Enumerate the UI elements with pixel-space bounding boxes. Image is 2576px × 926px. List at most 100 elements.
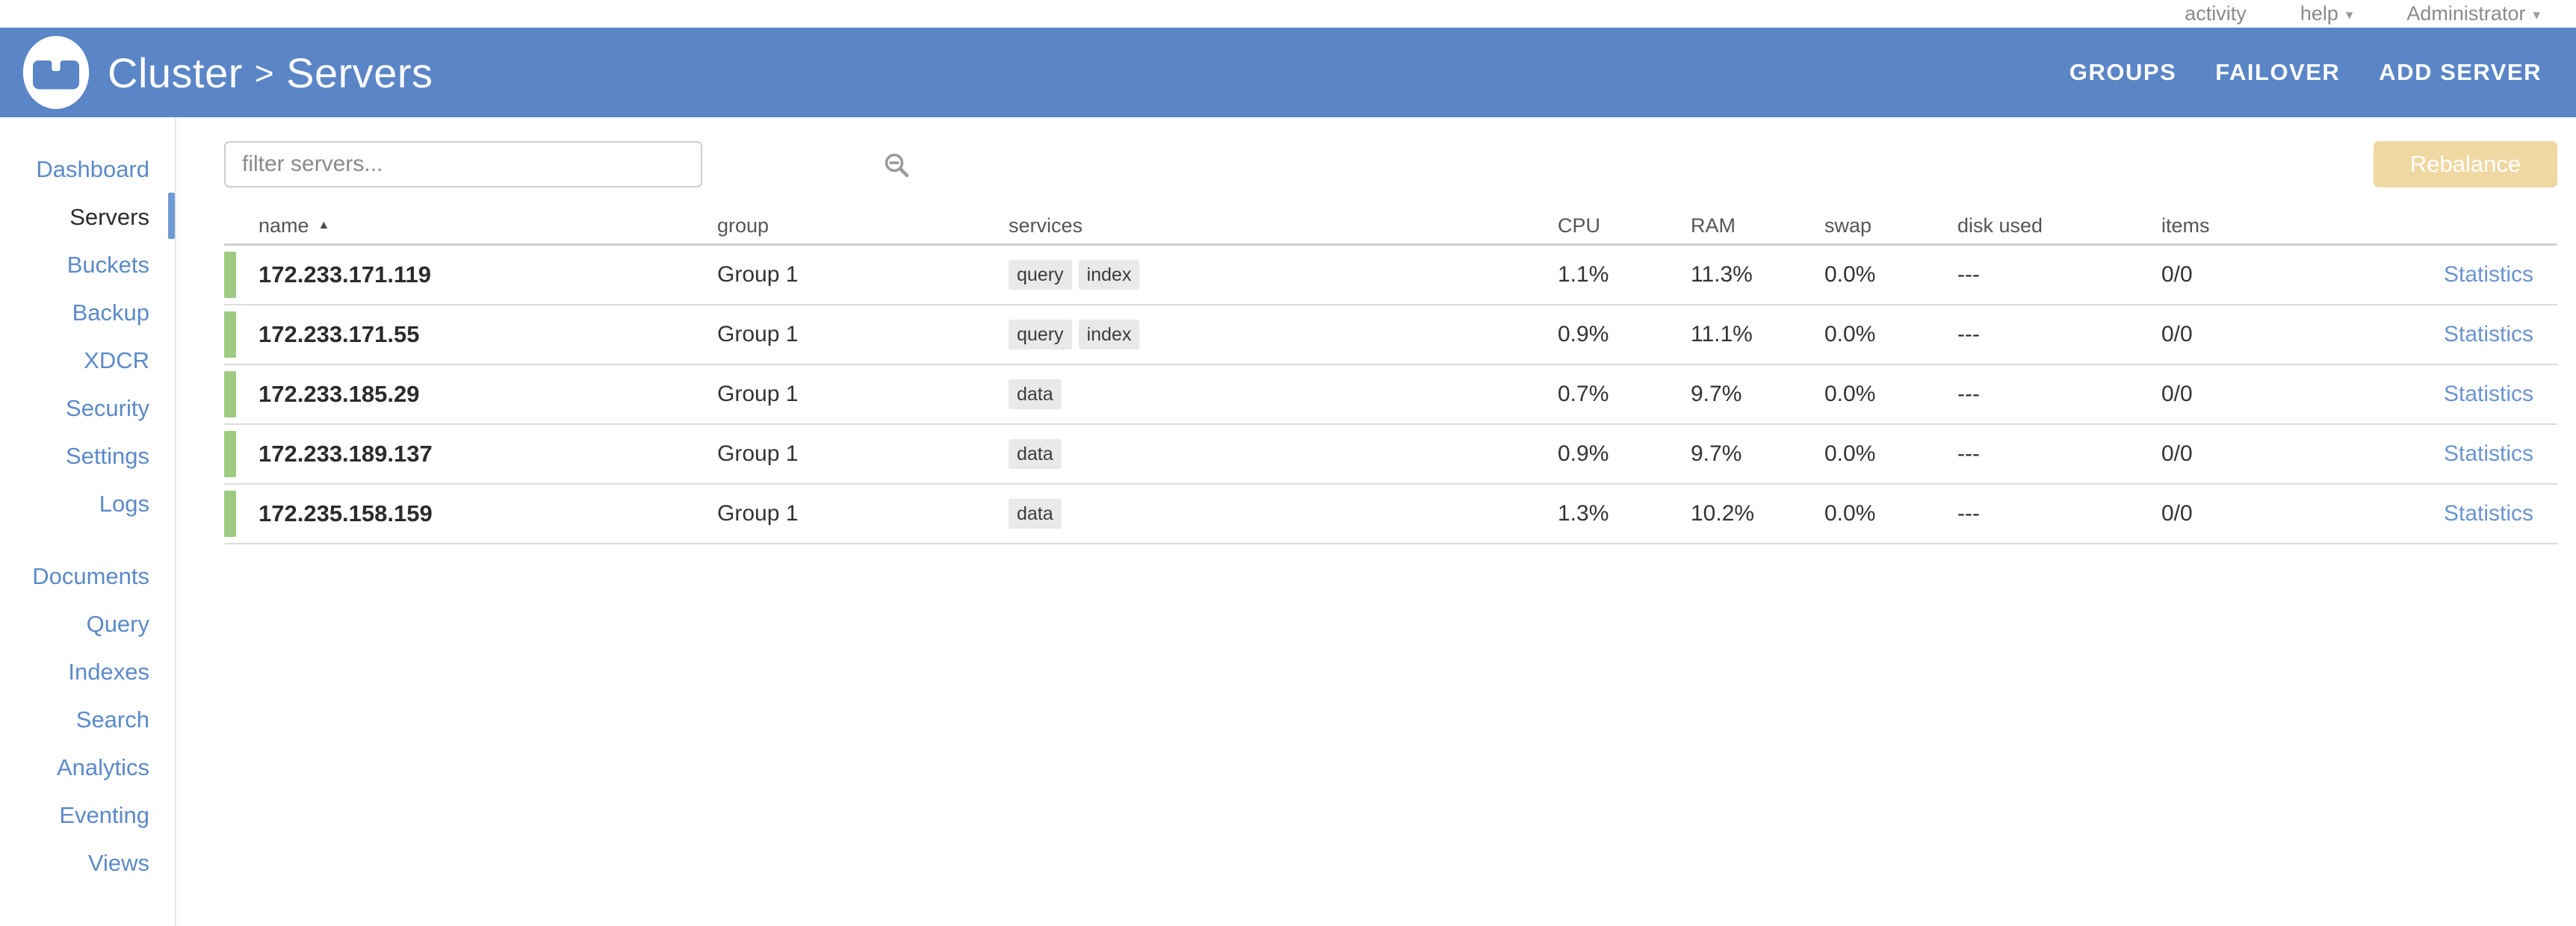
column-header-swap[interactable]: swap: [1824, 214, 1872, 237]
filter-servers-input[interactable]: [224, 141, 702, 187]
header-actions: GROUPS FAILOVER ADD SERVER: [2069, 59, 2576, 86]
server-services: data: [1009, 499, 1558, 529]
sidebar-nav: Dashboard Servers Buckets Backup XDCR Se…: [0, 117, 176, 926]
sidebar-item-logs[interactable]: Logs: [99, 491, 149, 517]
statistics-link[interactable]: Statistics: [2444, 382, 2534, 406]
server-disk-used: ---: [1957, 441, 1980, 466]
service-badge-query: query: [1009, 320, 1072, 349]
groups-button[interactable]: GROUPS: [2069, 59, 2177, 85]
healthy-status-bar: [224, 371, 236, 417]
sidebar-item-buckets[interactable]: Buckets: [66, 252, 149, 278]
sidebar-item-search[interactable]: Search: [75, 706, 149, 733]
table-row[interactable]: 172.233.189.137 Group 1 data 0.9% 9.7% 0…: [224, 425, 2557, 485]
server-name-cell: 172.235.158.159: [224, 485, 717, 543]
column-header-cpu[interactable]: CPU: [1558, 214, 1601, 237]
breadcrumb-separator: >: [254, 55, 275, 92]
statistics-cell: Statistics: [2444, 322, 2558, 347]
activity-label: activity: [2185, 2, 2247, 25]
help-menu[interactable]: help ▾: [2300, 2, 2353, 25]
server-ip: 172.233.171.119: [258, 261, 432, 288]
healthy-status-bar: [224, 431, 236, 477]
server-cpu: 0.9%: [1558, 441, 1609, 466]
server-cpu: 1.1%: [1558, 262, 1609, 287]
column-header-disk-used[interactable]: disk used: [1957, 214, 2043, 237]
service-badge-data: data: [1009, 439, 1062, 469]
statistics-link[interactable]: Statistics: [2444, 322, 2534, 347]
server-items: 0/0: [2161, 262, 2193, 287]
breadcrumb-current: Servers: [286, 49, 433, 96]
help-label: help: [2300, 2, 2338, 25]
server-cpu: 1.3%: [1558, 501, 1609, 526]
server-group: Group 1: [717, 441, 799, 466]
sidebar-item-views[interactable]: Views: [87, 850, 149, 876]
sidebar-item-security[interactable]: Security: [66, 395, 149, 421]
column-header-name[interactable]: name ▲: [224, 214, 717, 237]
service-badge-data: data: [1009, 379, 1062, 409]
statistics-cell: Statistics: [2444, 441, 2558, 467]
search-icon: [885, 153, 909, 178]
table-row[interactable]: 172.233.185.29 Group 1 data 0.7% 9.7% 0.…: [224, 365, 2557, 425]
service-badge-index: index: [1078, 320, 1140, 349]
statistics-link[interactable]: Statistics: [2444, 441, 2534, 466]
table-row[interactable]: 172.233.171.55 Group 1 query index 0.9% …: [224, 305, 2557, 365]
server-ram: 11.1%: [1691, 322, 1753, 347]
failover-button[interactable]: FAILOVER: [2215, 59, 2341, 85]
server-ram: 10.2%: [1691, 501, 1755, 526]
sidebar-primary-group: Dashboard Servers Buckets Backup XDCR Se…: [0, 117, 175, 528]
chevron-down-icon: ▾: [2345, 7, 2353, 23]
server-disk-used: ---: [1957, 382, 1980, 406]
service-badge-data: data: [1009, 499, 1062, 529]
column-header-services[interactable]: services: [1009, 214, 1083, 237]
statistics-link[interactable]: Statistics: [2444, 501, 2534, 526]
column-header-group[interactable]: group: [717, 214, 770, 237]
servers-panel: Rebalance name ▲ group services CPU RAM …: [224, 117, 2557, 544]
sidebar-item-servers[interactable]: Servers: [69, 204, 149, 230]
servers-table: name ▲ group services CPU RAM swap disk …: [224, 208, 2557, 544]
server-swap: 0.0%: [1824, 382, 1876, 406]
server-ip: 172.233.185.29: [258, 381, 420, 407]
sidebar-item-query[interactable]: Query: [86, 611, 149, 637]
activity-link[interactable]: activity: [2185, 2, 2247, 25]
healthy-status-bar: [224, 252, 236, 298]
service-badge-index: index: [1078, 260, 1140, 290]
sidebar-item-settings[interactable]: Settings: [65, 443, 149, 469]
sidebar-item-analytics[interactable]: Analytics: [56, 754, 149, 780]
column-header-name-label: name: [258, 214, 309, 237]
column-header-ram[interactable]: RAM: [1691, 214, 1736, 237]
column-header-items[interactable]: items: [2161, 214, 2210, 237]
sidebar-item-documents[interactable]: Documents: [32, 563, 149, 589]
sidebar-item-indexes[interactable]: Indexes: [68, 659, 149, 685]
server-services: query index: [1009, 260, 1558, 290]
server-items: 0/0: [2161, 382, 2193, 406]
sidebar-item-backup[interactable]: Backup: [72, 299, 149, 326]
sidebar-item-dashboard[interactable]: Dashboard: [36, 156, 149, 182]
server-services: data: [1009, 379, 1558, 409]
server-swap: 0.0%: [1824, 262, 1876, 287]
server-group: Group 1: [717, 322, 799, 347]
table-row[interactable]: 172.235.158.159 Group 1 data 1.3% 10.2% …: [224, 485, 2557, 544]
server-ip: 172.233.189.137: [258, 441, 433, 467]
server-ram: 11.3%: [1691, 262, 1753, 287]
server-disk-used: ---: [1957, 262, 1980, 287]
utility-bar: activity help ▾ Administrator ▾: [0, 0, 2576, 28]
server-group: Group 1: [717, 262, 799, 287]
table-row[interactable]: 172.233.171.119 Group 1 query index 1.1%…: [224, 246, 2557, 305]
server-swap: 0.0%: [1824, 441, 1876, 466]
rebalance-button[interactable]: Rebalance: [2374, 141, 2557, 187]
servers-toolbar: Rebalance: [224, 141, 2557, 187]
server-services: query index: [1009, 320, 1558, 349]
healthy-status-bar: [224, 311, 236, 358]
add-server-button[interactable]: ADD SERVER: [2379, 59, 2542, 85]
server-group: Group 1: [717, 501, 799, 526]
server-name-cell: 172.233.171.55: [224, 305, 717, 364]
user-label: Administrator: [2406, 2, 2526, 25]
sidebar-item-xdcr[interactable]: XDCR: [84, 347, 149, 373]
active-item-indicator: [168, 193, 175, 239]
statistics-cell: Statistics: [2444, 262, 2558, 288]
statistics-link[interactable]: Statistics: [2444, 262, 2534, 287]
user-menu[interactable]: Administrator ▾: [2406, 2, 2540, 25]
breadcrumb-root[interactable]: Cluster: [108, 49, 243, 96]
breadcrumb: Cluster > Servers: [108, 49, 433, 97]
sidebar-item-eventing[interactable]: Eventing: [59, 802, 149, 828]
